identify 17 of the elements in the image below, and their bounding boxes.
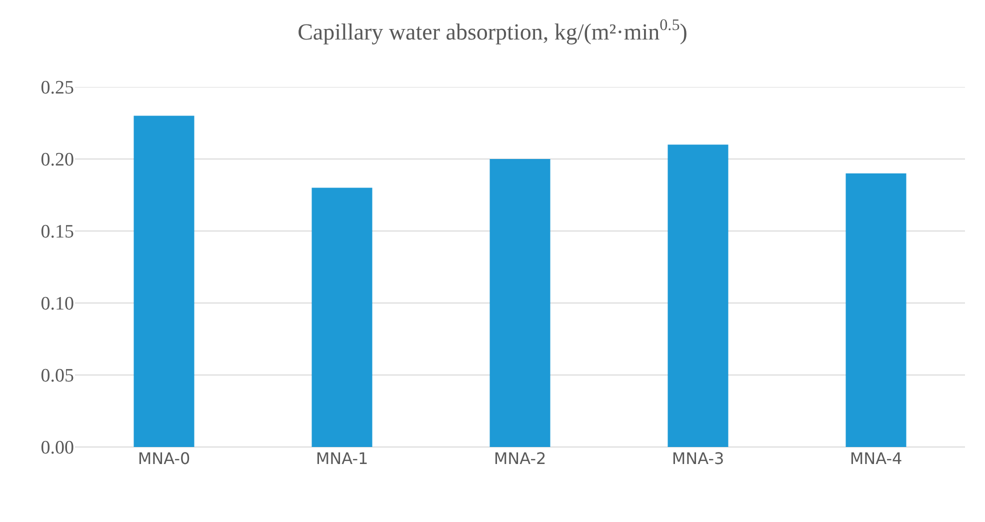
x-tick-label: MNA-4 (850, 449, 902, 468)
bar (312, 188, 372, 447)
x-tick-label: MNA-0 (138, 449, 190, 468)
y-tick-label: 0.15 (40, 222, 74, 243)
x-tick-label: MNA-3 (672, 449, 724, 468)
y-tick-label: 0.20 (40, 150, 74, 171)
y-tick-label: 0.00 (40, 438, 74, 459)
bar (134, 116, 194, 447)
y-tick-label: 0.25 (40, 78, 74, 99)
chart-title: Capillary water absorption, kg/(m²·min$^{0.5}$) (298, 16, 688, 45)
bar (490, 159, 550, 447)
bar (846, 173, 906, 447)
bar (668, 144, 728, 447)
y-tick-label: 0.10 (40, 294, 74, 315)
y-tick-label: 0.05 (40, 366, 74, 387)
x-tick-label: MNA-1 (316, 449, 368, 468)
x-tick-label: MNA-2 (494, 449, 546, 468)
